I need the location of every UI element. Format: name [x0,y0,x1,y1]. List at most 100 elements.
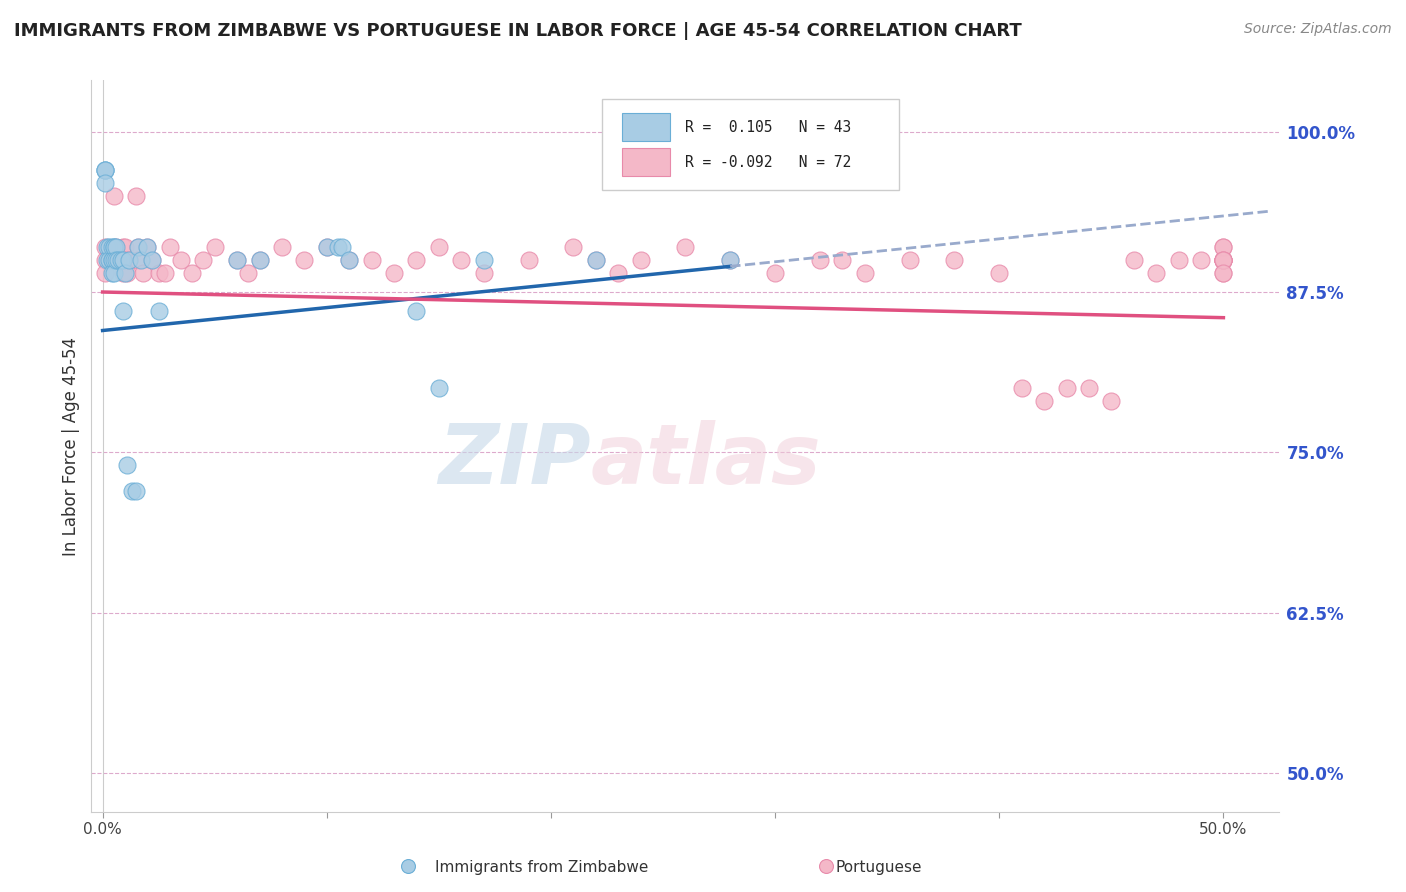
Point [100,240,122,254]
Point [271,240,294,254]
Point [148,304,170,318]
Point [118,252,141,267]
Point [103,266,125,280]
Point [94,163,117,178]
Point [117,266,139,280]
Point [1011,381,1033,395]
Point [94,176,117,190]
Point [472,266,495,280]
Point [117,458,139,473]
Point [100,252,122,267]
Point [1167,252,1189,267]
Point [718,252,741,267]
Point [226,252,249,267]
Point [360,252,382,267]
Text: R =  0.105   N = 43: R = 0.105 N = 43 [685,120,852,135]
Point [1212,266,1234,280]
Point [1212,252,1234,267]
Point [405,304,427,318]
Point [1033,394,1056,409]
Point [1099,394,1122,409]
Point [98,252,121,267]
Point [94,240,117,254]
Point [105,252,128,267]
Point [114,252,136,267]
Point [94,266,117,280]
Point [98,252,121,267]
Point [118,252,141,267]
Point [125,188,148,202]
Point [155,266,177,280]
Point [170,252,193,267]
Point [1056,381,1078,395]
Point [94,163,117,178]
Point [111,304,134,318]
Point [315,240,337,254]
Point [673,240,696,254]
Text: Portuguese: Portuguese [835,860,922,874]
Point [103,240,125,254]
Point [94,252,117,267]
Point [1212,252,1234,267]
Point [831,252,853,267]
Point [1212,252,1234,267]
Point [121,483,143,498]
Point [607,266,630,280]
Point [238,266,260,280]
Point [148,266,170,280]
Bar [623,113,671,141]
Point [103,188,125,202]
Point [110,252,132,267]
Point [1189,252,1212,267]
Point [337,252,360,267]
Point [1122,252,1144,267]
Point [136,240,159,254]
Point [517,252,540,267]
Text: Source: ZipAtlas.com: Source: ZipAtlas.com [1244,22,1392,37]
Point [808,252,831,267]
Point [96,252,118,267]
Point [427,240,450,254]
Point [337,252,360,267]
Point [193,252,215,267]
Point [450,252,472,267]
Point [562,240,585,254]
Point [332,240,354,254]
Point [815,859,838,873]
Point [1077,381,1099,395]
Point [96,240,118,254]
Point [382,266,405,280]
Point [1212,252,1234,267]
Point [249,252,271,267]
Point [141,252,163,267]
Point [718,252,741,267]
Point [943,252,966,267]
Point [98,240,121,254]
Point [585,252,607,267]
Point [103,240,125,254]
Point [114,266,136,280]
Point [107,252,129,267]
Point [898,252,921,267]
Point [630,252,652,267]
Point [127,240,149,254]
Point [114,240,136,254]
Point [127,240,149,254]
Point [1212,252,1234,267]
Point [226,252,249,267]
Point [472,252,495,267]
Point [159,240,181,254]
Point [427,381,450,395]
Point [136,240,159,254]
Point [405,252,427,267]
Point [1144,266,1167,280]
Point [141,252,163,267]
Point [132,266,155,280]
Point [292,252,315,267]
Point [204,240,226,254]
Text: atlas: atlas [591,420,821,501]
Point [105,240,128,254]
Point [585,252,607,267]
Point [111,240,134,254]
Point [181,266,204,280]
